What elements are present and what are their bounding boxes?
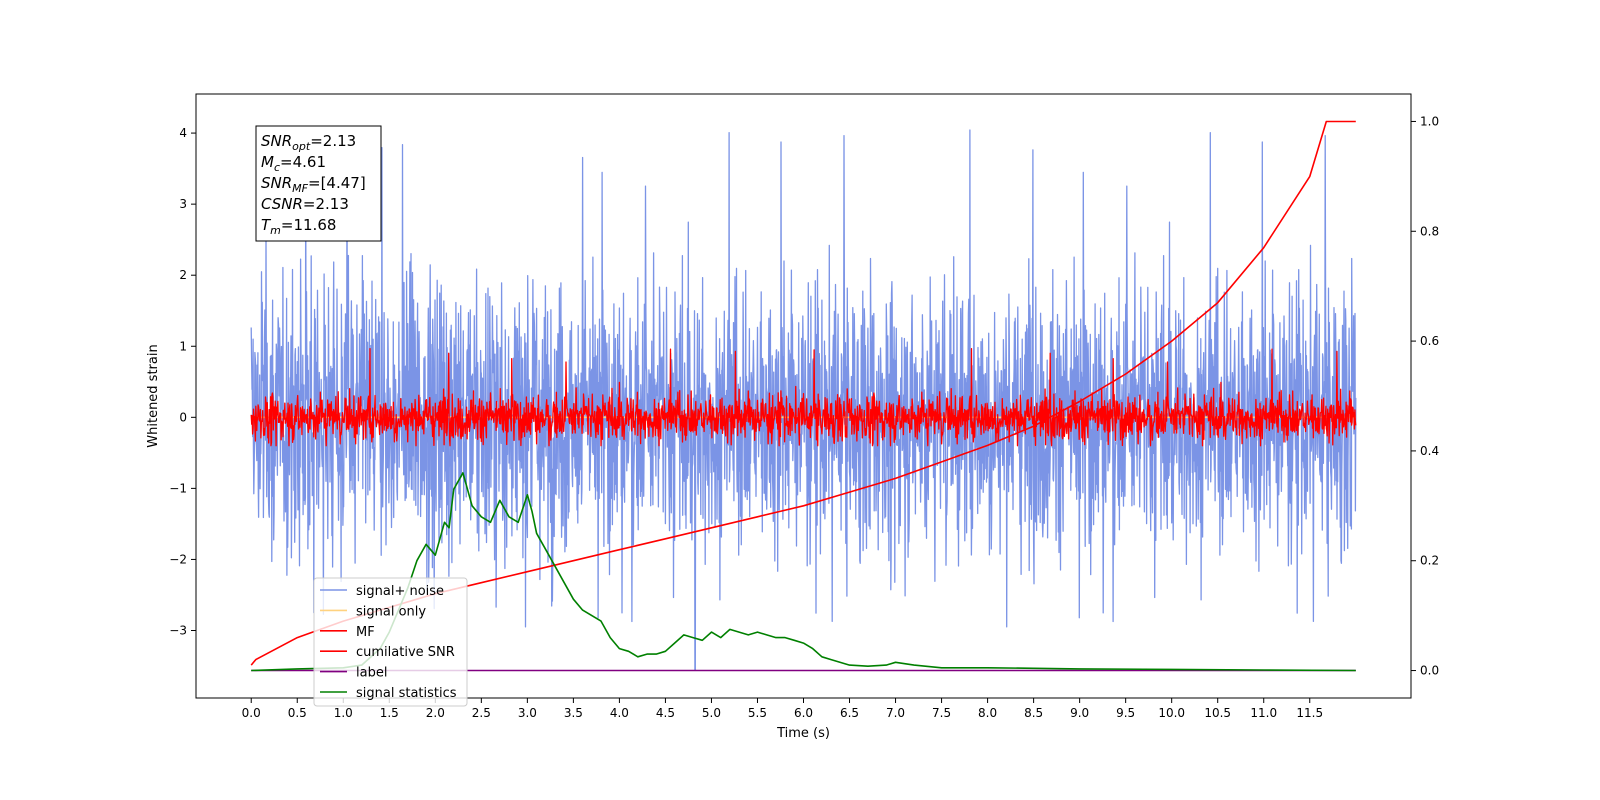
x-tick-label: 3.5 <box>564 706 583 720</box>
legend-label: signal only <box>356 604 426 619</box>
x-tick-label: 11.5 <box>1296 706 1323 720</box>
legend-label: cumilative SNR <box>356 645 455 660</box>
y-tick-label: 1 <box>179 339 187 353</box>
y-tick-label: 3 <box>179 197 187 211</box>
legend-label: label <box>356 666 387 681</box>
x-tick-label: 1.0 <box>334 706 353 720</box>
x-tick-label: 6.0 <box>794 706 813 720</box>
x-tick-label: 0.5 <box>288 706 307 720</box>
series-signal-statistics <box>251 472 1356 672</box>
y-tick-label: −2 <box>169 552 187 566</box>
axes: 0.0 0.5 1.0 1.5 2.0 2.5 3.0 3.5 4.0 4.5 5.0 5.5 6.0 6… <box>169 93 1439 720</box>
x-axis-label: Time (s) <box>776 726 830 741</box>
legend-label: MF <box>356 625 375 640</box>
legend-label: signal statistics <box>356 686 457 701</box>
y-right-tick-label: 0.4 <box>1420 444 1439 458</box>
x-tick-label: 10.0 <box>1158 706 1185 720</box>
x-tick-label: 5.0 <box>702 706 721 720</box>
x-tick-label: 6.5 <box>840 706 859 720</box>
x-tick-label: 3.0 <box>518 706 537 720</box>
series-mf <box>250 347 1357 447</box>
annotation-frame <box>255 125 382 242</box>
x-tick-label: 8.0 <box>978 706 997 720</box>
x-tick-label: 7.0 <box>886 706 905 720</box>
annotation-line: Mc=4.61 <box>261 153 326 174</box>
x-tick-label: 9.5 <box>1116 706 1135 720</box>
annotation-line: SNRMF=[4.47] <box>261 174 366 195</box>
y-tick-label: 0 <box>179 410 187 424</box>
annotation-line: SNRopt=2.13 <box>261 132 356 153</box>
x-tick-label: 2.0 <box>426 706 445 720</box>
x-tick-label: 0.0 <box>242 706 261 720</box>
y-tick-label: −3 <box>169 623 187 637</box>
y-right-tick-label: 0.8 <box>1420 224 1439 238</box>
y-tick-label: −1 <box>169 481 187 495</box>
x-tick-label: 2.5 <box>472 706 491 720</box>
x-tick-label: 1.5 <box>380 706 399 720</box>
y-tick-label: 2 <box>179 268 187 282</box>
y-right-tick-label: 0.0 <box>1420 664 1439 678</box>
x-tick-label: 7.5 <box>932 706 951 720</box>
x-tick-label: 4.0 <box>610 706 629 720</box>
x-tick-label: 4.5 <box>656 706 675 720</box>
y-axis-label: Whitened strain <box>146 344 161 447</box>
x-tick-label: 8.5 <box>1024 706 1043 720</box>
x-tick-label: 9.0 <box>1070 706 1089 720</box>
y-right-tick-label: 0.2 <box>1420 554 1439 568</box>
annotation-line: CSNR=2.13 <box>261 195 349 213</box>
legend-label: signal+ noise <box>356 584 444 599</box>
legend-frame <box>313 577 468 707</box>
y-tick-label: 4 <box>179 126 187 140</box>
y-right-tick-label: 0.6 <box>1420 334 1439 348</box>
y-right-tick-label: 1.0 <box>1420 114 1439 128</box>
legend: signal+ noise signal only MF cumilative SNR… <box>313 577 468 707</box>
x-tick-label: 5.5 <box>748 706 767 720</box>
annotation-line: Tm=11.68 <box>261 216 336 237</box>
x-tick-label: 11.0 <box>1250 706 1277 720</box>
x-tick-label: 10.5 <box>1204 706 1231 720</box>
